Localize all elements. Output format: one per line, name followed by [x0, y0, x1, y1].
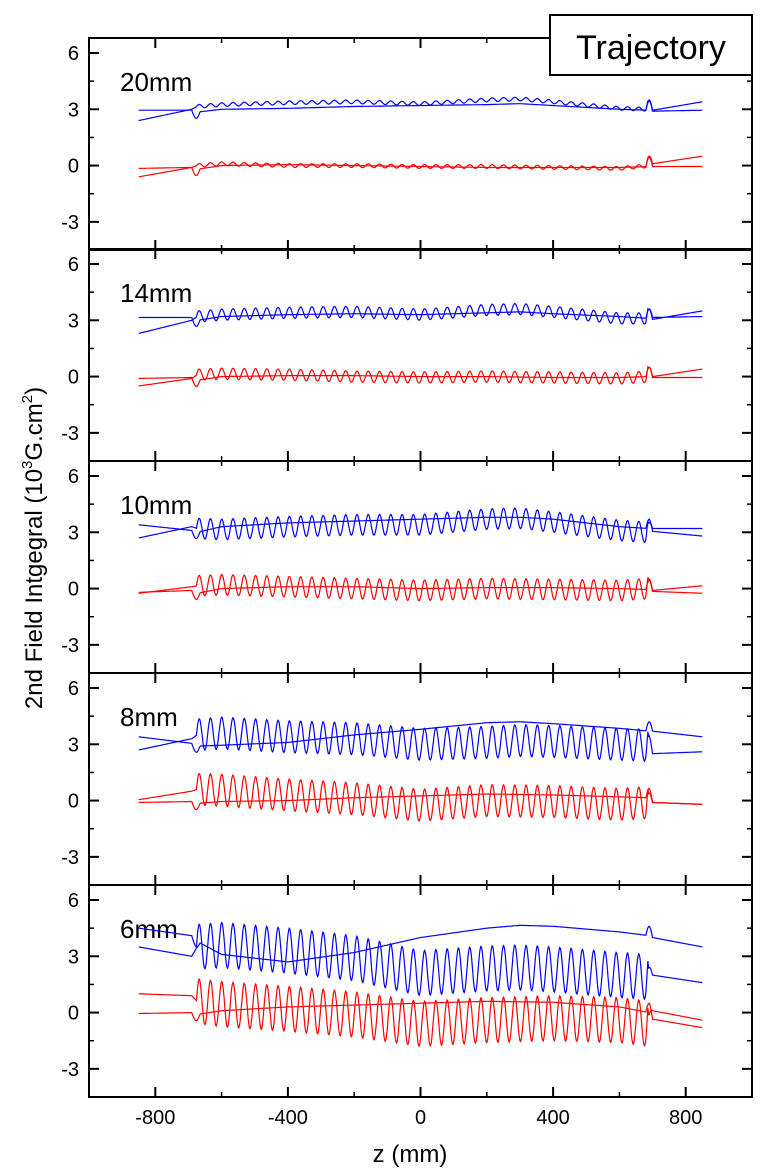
y-tick-label: 0: [68, 791, 79, 813]
y-label-sup1: 3: [19, 461, 36, 469]
y-tick-label: -3: [61, 635, 79, 657]
y-tick-label: -3: [61, 212, 79, 234]
x-tick-labels: -800 -400 0 400 800: [135, 1107, 702, 1129]
series-blue-1: [138, 516, 703, 540]
series-blue-1: [138, 308, 703, 328]
series-red-2: [138, 155, 703, 178]
y-tick-label: 3: [68, 734, 79, 756]
y-tick-label: 3: [68, 522, 79, 544]
series-red-3: [138, 366, 703, 388]
panel-label: 10mm: [120, 490, 192, 520]
x-tick-label: 0: [415, 1107, 426, 1129]
panel-14mm: -3 0 3 6 14mm: [61, 248, 753, 462]
x-axis-label: z (mm): [373, 1141, 448, 1168]
series-red-2: [138, 365, 703, 387]
series-red-2: [138, 977, 703, 1048]
y-tick-label: -3: [61, 423, 79, 445]
y-tick-label: 3: [68, 310, 79, 332]
x-tick-label: 400: [536, 1107, 569, 1129]
y-label-sup2: 2: [19, 395, 36, 403]
y-tick-label: 6: [68, 466, 79, 488]
svg-text:2nd Field Intgegral (103G.cm2): 2nd Field Intgegral (103G.cm2): [19, 387, 48, 709]
y-tick-label: -3: [61, 847, 79, 869]
panel-label: 20mm: [120, 67, 192, 97]
y-label-main: 2nd Field Intgegral (10: [21, 469, 48, 709]
panel-label: 14mm: [120, 278, 192, 308]
y-tick-label: 6: [68, 43, 79, 65]
y-label-mid: G.cm: [21, 403, 48, 460]
series-blue-1: [138, 99, 703, 119]
y-tick-label: 6: [68, 254, 79, 276]
x-tick-label: 800: [669, 1107, 702, 1129]
series-red-3: [138, 1000, 703, 1029]
y-tick-label: 6: [68, 678, 79, 700]
y-tick-label: 6: [68, 890, 79, 912]
series-blue-0: [138, 507, 703, 544]
series-red-2: [138, 772, 703, 823]
badge-box: [549, 14, 753, 76]
panel-8mm: -3 0 3 6 8mm: [61, 672, 753, 886]
y-tick-label: 3: [68, 946, 79, 968]
series-blue-0: [138, 716, 703, 762]
panel-label: 6mm: [120, 914, 178, 944]
x-tick-label: -800: [135, 1107, 175, 1129]
y-axis-label: 2nd Field Intgegral (103G.cm2): [19, 387, 48, 709]
series-red-3: [138, 156, 703, 177]
y-label-end: ): [21, 387, 48, 395]
series-red-2: [138, 573, 703, 602]
x-tick-label: -400: [268, 1107, 308, 1129]
panel-10mm: -3 0 3 6 10mm: [61, 460, 753, 674]
y-tick-label: 0: [68, 1003, 79, 1025]
series-red-3: [138, 787, 703, 811]
badge-label: Trajectory: [576, 29, 726, 67]
panel-6mm: -3 0 3 6 6mm: [61, 884, 753, 1098]
panels-group: -3 0 3 6 20mm -3 0 3 6 14mm -3 0 3 6 10mm -3 0 3 6 8mm -3 0 3 6…: [61, 37, 753, 1098]
trajectory-badge: Trajectory: [549, 14, 753, 76]
series-blue-0: [138, 302, 703, 334]
series-red-3: [138, 579, 703, 601]
series-blue-0: [138, 921, 703, 1001]
series-blue-1: [138, 721, 703, 753]
panel-label: 8mm: [120, 702, 178, 732]
y-tick-label: 3: [68, 99, 79, 121]
y-tick-label: 0: [68, 579, 79, 601]
y-tick-label: 0: [68, 367, 79, 389]
series-blue-1: [138, 924, 703, 963]
y-tick-label: -3: [61, 1059, 79, 1081]
panel-frame: [88, 672, 753, 886]
y-tick-label: 0: [68, 156, 79, 178]
